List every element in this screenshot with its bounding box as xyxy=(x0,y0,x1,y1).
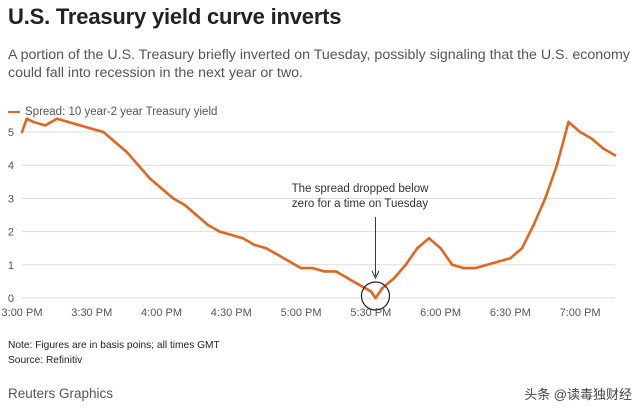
data-point xyxy=(369,290,373,293)
data-point xyxy=(160,187,163,190)
y-tick-label: 4 xyxy=(8,160,14,172)
data-point xyxy=(20,130,24,134)
annotation-line-1: The spread dropped below xyxy=(292,183,430,195)
data-point xyxy=(32,120,35,124)
data-point xyxy=(334,270,338,273)
y-tick-label: 2 xyxy=(8,227,14,239)
data-point xyxy=(416,246,419,250)
data-point xyxy=(392,276,396,280)
data-point xyxy=(590,137,594,140)
data-point xyxy=(113,140,117,144)
data-point xyxy=(543,197,547,200)
data-point xyxy=(55,117,59,121)
series-layer xyxy=(20,117,617,300)
note-text: Note: Figures are in basis poins; all ti… xyxy=(8,340,220,351)
data-point xyxy=(136,163,140,167)
data-point xyxy=(346,276,349,280)
y-tick-labels: 0 1 2 3 4 5 xyxy=(8,127,14,305)
data-point xyxy=(613,153,617,157)
chart-subtitle: A portion of the U.S. Treasury briefly i… xyxy=(8,47,630,81)
data-point xyxy=(578,130,582,134)
x-tick-label: 3:30 PM xyxy=(71,307,112,319)
annotation-arrowhead xyxy=(371,270,380,280)
data-point xyxy=(67,120,70,124)
data-point xyxy=(357,283,361,287)
watermark-text: 头条 @读毒独财经 xyxy=(524,387,632,402)
data-point xyxy=(241,236,245,240)
data-point xyxy=(218,230,221,233)
x-tick-label: 4:00 PM xyxy=(141,307,182,319)
data-point xyxy=(229,233,233,237)
x-tick-label: 6:30 PM xyxy=(490,307,531,319)
data-point xyxy=(474,266,477,270)
data-point xyxy=(509,256,512,260)
credit-text: Reuters Graphics xyxy=(8,386,114,401)
data-point xyxy=(311,266,314,270)
data-point xyxy=(253,243,256,247)
data-point xyxy=(299,266,303,270)
y-tick-label: 5 xyxy=(8,127,14,139)
data-point xyxy=(532,223,535,227)
data-point xyxy=(520,246,524,250)
data-point xyxy=(78,124,82,127)
y-tick-label: 0 xyxy=(8,293,14,305)
data-point xyxy=(276,253,280,257)
legend-swatch xyxy=(8,111,20,113)
data-point xyxy=(323,270,326,273)
data-point xyxy=(462,266,466,270)
data-point xyxy=(555,163,559,167)
x-tick-label: 7:00 PM xyxy=(560,307,601,319)
source-text: Source: Refinitiv xyxy=(8,355,83,366)
gridlines xyxy=(22,131,615,299)
data-point xyxy=(288,260,291,263)
data-point xyxy=(148,177,152,180)
highlight-circle xyxy=(360,281,391,311)
data-point xyxy=(450,263,454,267)
data-point xyxy=(497,260,501,263)
data-point xyxy=(485,263,489,267)
data-point xyxy=(25,117,28,121)
data-point xyxy=(381,286,384,290)
x-tick-label: 6:00 PM xyxy=(420,307,461,319)
y-tick-label: 3 xyxy=(8,193,14,205)
data-point xyxy=(206,223,210,227)
line-chart: 0 1 2 3 4 5 3:00 PM 3:30 PM 4:00 PM 4:30 PM 5:00 … xyxy=(2,117,617,319)
legend: Spread: 10 year-2 year Treasury yield xyxy=(8,104,217,120)
data-point xyxy=(264,246,268,250)
y-tick-label: 1 xyxy=(8,260,14,272)
x-tick-labels: 3:00 PM 3:30 PM 4:00 PM 4:30 PM 5:00 PM 5:30 … xyxy=(2,307,601,319)
data-point xyxy=(404,263,408,267)
data-point xyxy=(90,127,94,130)
data-point xyxy=(195,213,198,217)
x-tick-label: 5:30 PM xyxy=(350,307,391,319)
data-point xyxy=(427,236,431,240)
data-point xyxy=(602,147,605,150)
x-tick-label: 5:00 PM xyxy=(281,307,322,319)
annotation-line-2: zero for a time on Tuesday xyxy=(292,198,428,210)
data-point xyxy=(374,296,377,300)
data-point xyxy=(439,246,442,250)
data-point xyxy=(567,120,570,124)
chart-title: U.S. Treasury yield curve inverts xyxy=(8,4,342,29)
legend-label: Spread: 10 year-2 year Treasury yield xyxy=(25,106,218,118)
data-point xyxy=(102,130,105,134)
x-tick-label: 3:00 PM xyxy=(2,307,43,319)
data-point xyxy=(171,197,175,200)
series-line xyxy=(20,117,617,300)
data-point xyxy=(43,124,47,127)
annotation: The spread dropped below zero for a time … xyxy=(292,183,430,311)
data-point xyxy=(125,150,128,154)
data-point xyxy=(183,203,187,207)
x-tick-label: 4:30 PM xyxy=(211,307,252,319)
